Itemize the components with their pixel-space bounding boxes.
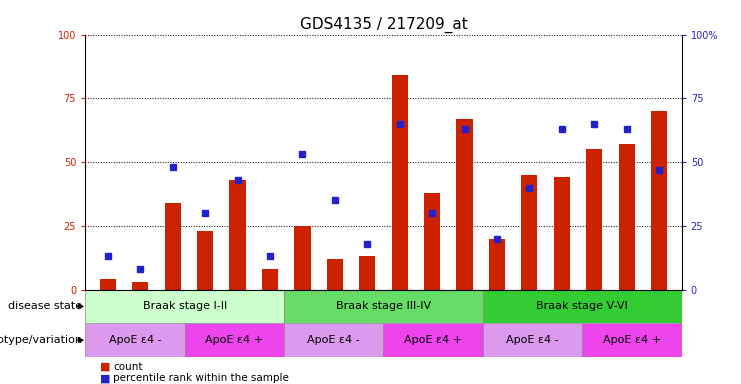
Title: GDS4135 / 217209_at: GDS4135 / 217209_at xyxy=(299,17,468,33)
Bar xyxy=(185,323,284,357)
Text: ApoE ε4 +: ApoE ε4 + xyxy=(603,335,661,345)
Bar xyxy=(165,203,181,290)
Bar xyxy=(554,177,570,290)
Bar xyxy=(651,111,667,290)
Bar xyxy=(359,257,376,290)
Text: genotype/variation: genotype/variation xyxy=(0,335,82,345)
Bar xyxy=(619,144,635,290)
Text: Braak stage III-IV: Braak stage III-IV xyxy=(336,301,431,311)
Text: ApoE ε4 +: ApoE ε4 + xyxy=(205,335,263,345)
Bar xyxy=(582,323,682,357)
Bar xyxy=(85,323,185,357)
Bar xyxy=(284,323,384,357)
Text: disease state: disease state xyxy=(8,301,82,311)
Bar xyxy=(294,226,310,290)
Bar xyxy=(489,238,505,290)
Bar xyxy=(132,282,148,290)
Text: ApoE ε4 -: ApoE ε4 - xyxy=(109,335,162,345)
Text: ■: ■ xyxy=(100,373,110,383)
Text: ApoE ε4 -: ApoE ε4 - xyxy=(506,335,559,345)
Bar xyxy=(262,269,278,290)
Text: Braak stage V-VI: Braak stage V-VI xyxy=(536,301,628,311)
Text: ■: ■ xyxy=(100,362,110,372)
Bar xyxy=(197,231,213,290)
Bar xyxy=(483,290,682,323)
Bar xyxy=(327,259,343,290)
Bar xyxy=(456,119,473,290)
Text: count: count xyxy=(113,362,143,372)
Text: ApoE ε4 +: ApoE ε4 + xyxy=(404,335,462,345)
Bar xyxy=(384,323,483,357)
Bar xyxy=(391,75,408,290)
Bar xyxy=(483,323,582,357)
Text: Braak stage I-II: Braak stage I-II xyxy=(142,301,227,311)
Bar xyxy=(284,290,483,323)
Bar xyxy=(100,279,116,290)
Bar xyxy=(521,175,537,290)
Bar xyxy=(230,180,246,290)
Text: percentile rank within the sample: percentile rank within the sample xyxy=(113,373,289,383)
Bar xyxy=(586,149,602,290)
Bar xyxy=(85,290,284,323)
Bar xyxy=(424,193,440,290)
Text: ApoE ε4 -: ApoE ε4 - xyxy=(308,335,360,345)
